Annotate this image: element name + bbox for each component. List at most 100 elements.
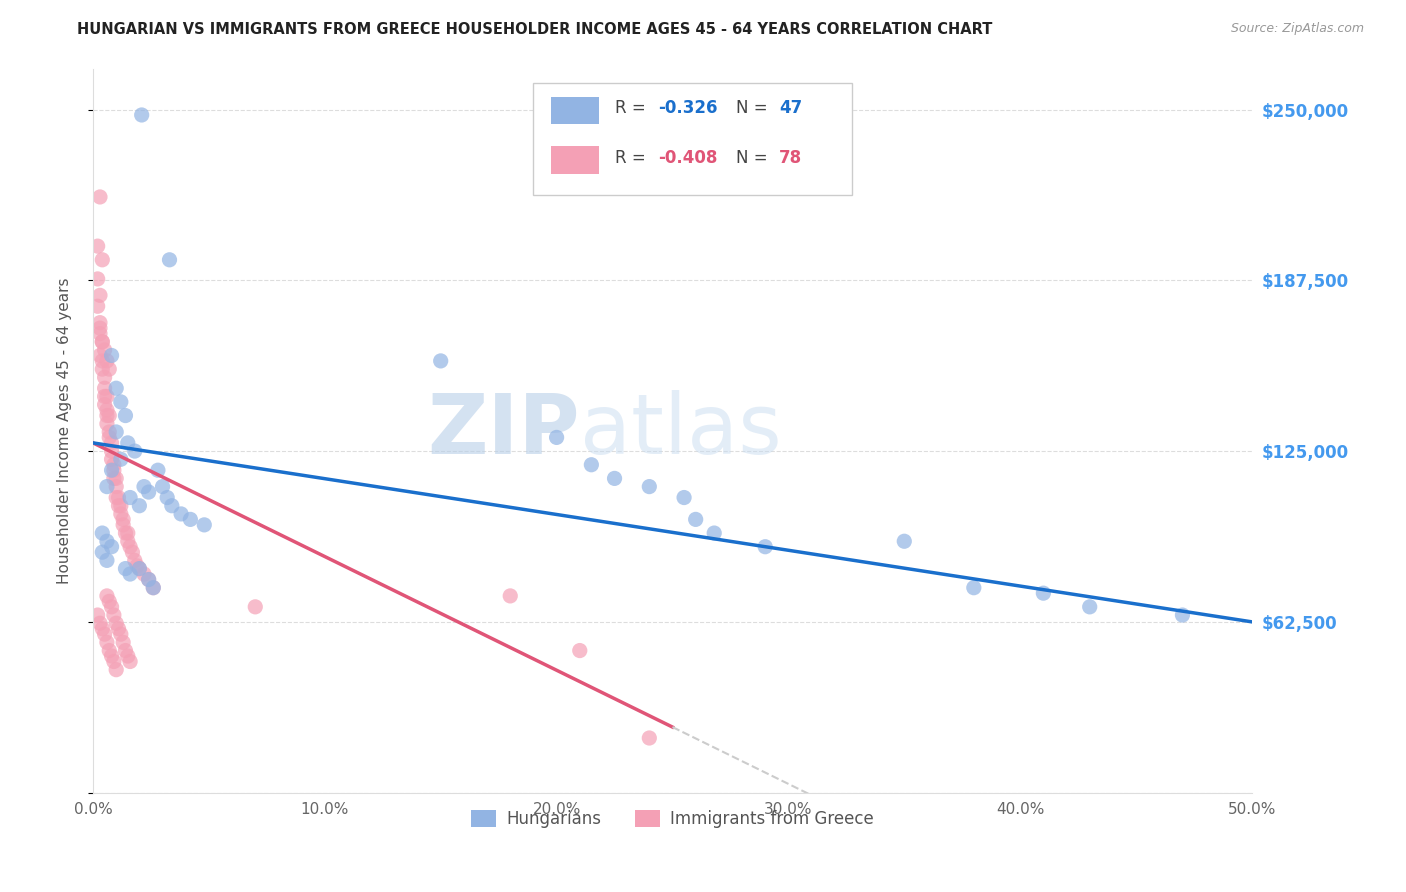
Point — [100, 463, 122, 477]
Point — [89, 316, 111, 330]
Point — [100, 599, 122, 614]
Point — [103, 463, 125, 477]
Point — [96, 409, 118, 423]
Point — [499, 589, 522, 603]
Point — [89, 190, 111, 204]
Point — [89, 321, 111, 335]
Point — [117, 534, 139, 549]
FancyBboxPatch shape — [551, 96, 599, 124]
Point — [142, 581, 165, 595]
Text: N =: N = — [737, 99, 773, 118]
Point — [86, 272, 108, 286]
Point — [93, 389, 115, 403]
Point — [107, 499, 129, 513]
Point — [138, 485, 160, 500]
Point — [91, 334, 114, 349]
Point — [125, 558, 148, 573]
Point — [112, 517, 135, 532]
Point — [93, 398, 115, 412]
Point — [128, 561, 150, 575]
Point — [91, 252, 114, 267]
Point — [156, 491, 179, 505]
Point — [114, 409, 136, 423]
Point — [91, 334, 114, 349]
Text: -0.326: -0.326 — [658, 99, 718, 118]
Point — [581, 458, 603, 472]
Y-axis label: Householder Income Ages 45 - 64 years: Householder Income Ages 45 - 64 years — [58, 277, 72, 584]
Text: HUNGARIAN VS IMMIGRANTS FROM GREECE HOUSEHOLDER INCOME AGES 45 - 64 YEARS CORREL: HUNGARIAN VS IMMIGRANTS FROM GREECE HOUS… — [77, 22, 993, 37]
Point — [138, 573, 160, 587]
Point — [89, 288, 111, 302]
Text: 47: 47 — [779, 99, 803, 118]
Text: 78: 78 — [779, 149, 803, 167]
Point — [107, 491, 129, 505]
Text: Source: ZipAtlas.com: Source: ZipAtlas.com — [1230, 22, 1364, 36]
Point — [96, 417, 118, 431]
Point — [114, 561, 136, 575]
Text: -0.408: -0.408 — [658, 149, 718, 167]
Point — [110, 507, 132, 521]
Point — [128, 499, 150, 513]
Text: N =: N = — [737, 149, 773, 167]
Point — [1078, 599, 1101, 614]
Point — [103, 608, 125, 623]
Legend: Hungarians, Immigrants from Greece: Hungarians, Immigrants from Greece — [465, 804, 880, 835]
Point — [93, 370, 115, 384]
FancyBboxPatch shape — [533, 83, 852, 195]
Point — [98, 409, 121, 423]
Point — [124, 553, 146, 567]
Point — [91, 526, 114, 541]
Point — [107, 622, 129, 636]
Point — [89, 326, 111, 341]
Point — [546, 430, 568, 444]
Point — [93, 381, 115, 395]
Point — [105, 663, 128, 677]
Point — [121, 545, 143, 559]
Point — [114, 526, 136, 541]
Point — [105, 471, 128, 485]
Point — [98, 425, 121, 439]
Point — [100, 648, 122, 663]
Point — [98, 430, 121, 444]
Point — [96, 534, 118, 549]
Point — [89, 616, 111, 631]
Point — [159, 252, 181, 267]
Point — [128, 561, 150, 575]
Point — [120, 491, 142, 505]
Point — [105, 491, 128, 505]
Point — [103, 655, 125, 669]
Point — [193, 517, 215, 532]
Point — [603, 471, 626, 485]
Point — [93, 343, 115, 357]
Point — [100, 348, 122, 362]
Point — [703, 526, 725, 541]
Point — [112, 512, 135, 526]
Point — [685, 512, 707, 526]
Point — [170, 507, 193, 521]
Text: R =: R = — [614, 99, 651, 118]
Point — [160, 499, 183, 513]
Point — [100, 540, 122, 554]
Point — [179, 512, 201, 526]
Point — [673, 491, 696, 505]
Point — [96, 403, 118, 417]
Point — [105, 381, 128, 395]
Point — [105, 480, 128, 494]
Point — [86, 299, 108, 313]
Point — [120, 567, 142, 582]
Point — [131, 108, 153, 122]
Point — [124, 444, 146, 458]
Point — [96, 635, 118, 649]
Point — [105, 616, 128, 631]
Point — [117, 526, 139, 541]
FancyBboxPatch shape — [551, 146, 599, 174]
Point — [138, 573, 160, 587]
Point — [96, 589, 118, 603]
Point — [112, 635, 135, 649]
Point — [110, 452, 132, 467]
Point — [245, 599, 267, 614]
Point — [120, 540, 142, 554]
Point — [893, 534, 915, 549]
Point — [120, 655, 142, 669]
Point — [91, 622, 114, 636]
